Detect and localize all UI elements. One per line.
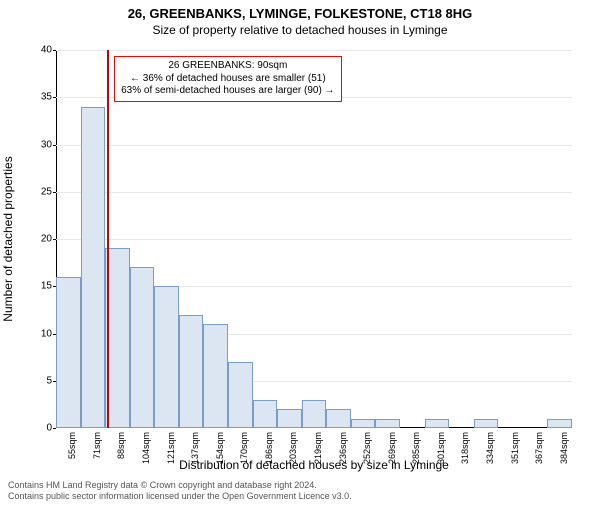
histogram-bar — [425, 419, 450, 428]
footer-line1: Contains HM Land Registry data © Crown c… — [8, 480, 352, 491]
x-tick-label: 367sqm — [534, 432, 544, 464]
chart-title-main: 26, GREENBANKS, LYMINGE, FOLKESTONE, CT1… — [0, 6, 600, 21]
annotation-box: 26 GREENBANKS: 90sqm← 36% of detached ho… — [114, 56, 341, 102]
chart-title-sub: Size of property relative to detached ho… — [0, 23, 600, 37]
histogram-bar — [56, 277, 81, 428]
y-tick-mark — [53, 239, 56, 240]
histogram-bar — [351, 419, 376, 428]
y-tick-label: 5 — [46, 375, 52, 386]
histogram-bar — [130, 267, 155, 428]
gridline — [56, 50, 572, 51]
footer-attribution: Contains HM Land Registry data © Crown c… — [8, 480, 352, 503]
histogram-bar — [179, 315, 204, 428]
x-tick-label: 154sqm — [215, 432, 225, 464]
y-tick-mark — [53, 145, 56, 146]
gridline — [56, 192, 572, 193]
x-tick-label: 170sqm — [239, 432, 249, 464]
histogram-bar — [547, 419, 572, 428]
histogram-bar — [277, 409, 302, 428]
x-tick-label: 252sqm — [362, 432, 372, 464]
gridline — [56, 239, 572, 240]
x-tick-label: 318sqm — [460, 432, 470, 464]
x-tick-label: 203sqm — [288, 432, 298, 464]
y-tick-label: 15 — [41, 281, 52, 292]
x-tick-label: 137sqm — [190, 432, 200, 464]
x-tick-label: 186sqm — [264, 432, 274, 464]
histogram-bar — [253, 400, 278, 428]
chart-area: Number of detached properties Distributi… — [56, 50, 572, 428]
x-tick-label: 269sqm — [387, 432, 397, 464]
y-tick-label: 40 — [41, 45, 52, 56]
histogram-bar — [302, 400, 327, 428]
x-tick-label: 71sqm — [92, 432, 102, 459]
y-tick-label: 25 — [41, 186, 52, 197]
annotation-line3: 63% of semi-detached houses are larger (… — [121, 85, 334, 98]
y-tick-label: 35 — [41, 92, 52, 103]
x-tick-label: 219sqm — [313, 432, 323, 464]
annotation-line2: ← 36% of detached houses are smaller (51… — [121, 73, 334, 86]
y-tick-mark — [53, 97, 56, 98]
histogram-bar — [228, 362, 253, 428]
y-tick-label: 0 — [46, 423, 52, 434]
y-tick-label: 30 — [41, 139, 52, 150]
x-tick-label: 236sqm — [338, 432, 348, 464]
plot-region: 051015202530354055sqm71sqm88sqm104sqm121… — [56, 50, 572, 428]
footer-line2: Contains public sector information licen… — [8, 491, 352, 502]
x-tick-label: 55sqm — [67, 432, 77, 459]
x-tick-label: 301sqm — [436, 432, 446, 464]
y-axis-label: Number of detached properties — [1, 156, 15, 321]
x-tick-label: 285sqm — [411, 432, 421, 464]
x-tick-label: 104sqm — [141, 432, 151, 464]
histogram-bar — [81, 107, 106, 428]
y-tick-mark — [53, 50, 56, 51]
y-tick-mark — [53, 428, 56, 429]
x-tick-label: 88sqm — [116, 432, 126, 459]
x-tick-label: 334sqm — [485, 432, 495, 464]
x-tick-label: 384sqm — [559, 432, 569, 464]
histogram-bar — [326, 409, 351, 428]
y-tick-label: 10 — [41, 328, 52, 339]
histogram-bar — [375, 419, 400, 428]
histogram-bar — [203, 324, 228, 428]
y-tick-mark — [53, 192, 56, 193]
histogram-bar — [474, 419, 499, 428]
gridline — [56, 145, 572, 146]
y-tick-label: 20 — [41, 234, 52, 245]
annotation-line1: 26 GREENBANKS: 90sqm — [121, 60, 334, 73]
property-marker-line — [107, 50, 109, 428]
x-tick-label: 121sqm — [166, 432, 176, 464]
x-tick-label: 351sqm — [510, 432, 520, 464]
histogram-bar — [154, 286, 179, 428]
